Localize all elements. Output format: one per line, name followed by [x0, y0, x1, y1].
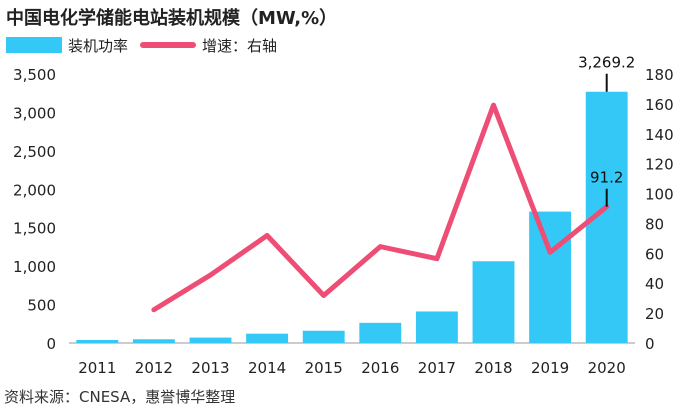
y-left-tick-label: 2,000: [13, 181, 56, 199]
bar: [415, 311, 458, 343]
x-tick-label: 2011: [78, 359, 116, 377]
y-right-tick-label: 180: [645, 66, 674, 84]
x-tick-label: 2016: [361, 359, 399, 377]
legend-bar-label: 装机功率: [68, 36, 129, 55]
bar: [359, 322, 402, 343]
source-note: 资料来源：CNESA，惠誉博华整理: [4, 388, 236, 406]
y-right-tick-label: 0: [645, 335, 655, 353]
y-left-tick-label: 500: [27, 297, 56, 315]
y-left-tick-label: 0: [46, 335, 56, 353]
legend-item-bar: 装机功率: [6, 35, 128, 56]
y-right-tick-label: 160: [645, 96, 674, 114]
chart-title: 中国电化学储能电站装机规模（MW,%）: [6, 8, 338, 29]
y-right-tick-label: 80: [645, 215, 664, 233]
chart-legend: 装机功率 增速：右轴: [6, 34, 289, 56]
x-tick-label: 2014: [248, 359, 286, 377]
x-tick-label: 2015: [305, 359, 343, 377]
x-tick-label: 2012: [135, 359, 173, 377]
x-tick-label: 2020: [588, 359, 626, 377]
growth-line: [151, 102, 610, 313]
y-left-tick-label: 2,500: [13, 143, 56, 161]
y-right-tick-label: 140: [645, 126, 674, 144]
bar: [189, 337, 232, 343]
y-right-tick-label: 20: [645, 305, 664, 323]
y-right-tick-label: 40: [645, 275, 664, 293]
y-left-tick-label: 1,000: [13, 258, 56, 276]
bar: [529, 211, 572, 343]
x-tick-label: 2017: [418, 359, 456, 377]
x-tick-label: 2013: [191, 359, 229, 377]
y-left-tick-label: 3,500: [13, 66, 56, 84]
y-left-tick-label: 1,500: [13, 220, 56, 238]
y-right-tick-label: 120: [645, 156, 674, 174]
bar: [472, 261, 515, 343]
bar: [76, 339, 119, 343]
x-tick-label: 2018: [474, 359, 512, 377]
legend-line-label: 增速：右轴: [202, 36, 278, 55]
bar-annotation-label: 3,269.2: [578, 54, 635, 72]
bar: [246, 333, 289, 343]
y-right-tick-label: 100: [645, 186, 674, 204]
legend-item-line: 增速：右轴: [140, 35, 277, 56]
bar: [132, 339, 175, 343]
y-left-tick-label: 3,000: [13, 104, 56, 122]
legend-line-swatch: [140, 42, 197, 48]
x-tick-label: 2019: [531, 359, 569, 377]
legend-bar-swatch: [6, 37, 62, 53]
y-right-tick-label: 60: [645, 245, 664, 263]
bar: [302, 330, 345, 343]
line-annotation-label: 91.2: [590, 169, 623, 187]
